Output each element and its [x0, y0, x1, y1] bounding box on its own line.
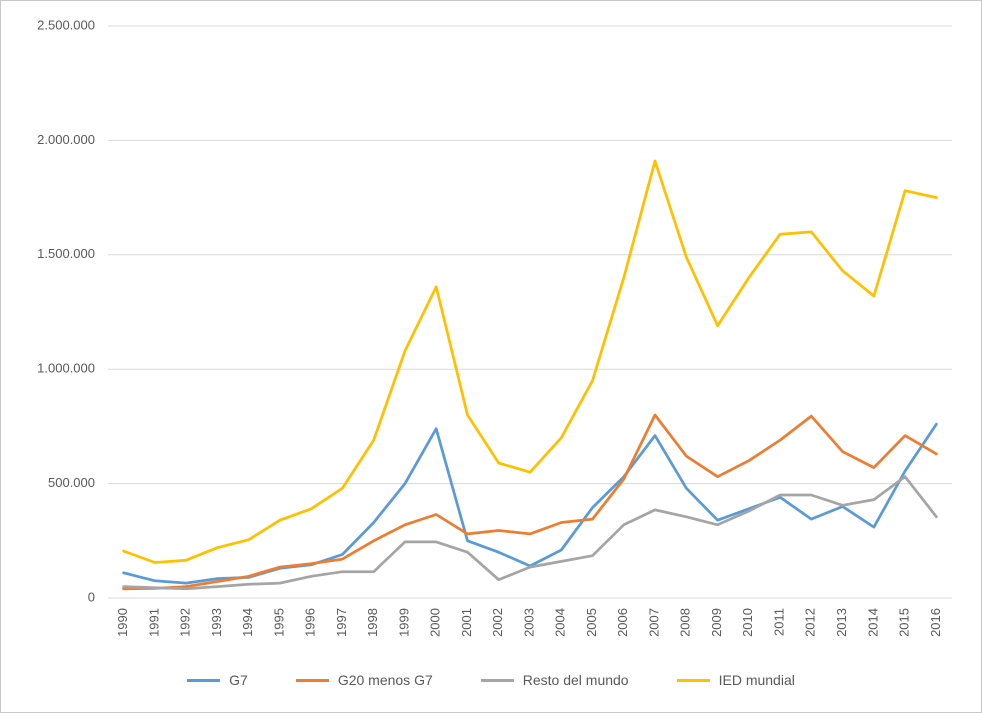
legend-item-g7[interactable]: G7: [187, 673, 248, 687]
x-axis-tick-label: 2014: [865, 608, 880, 637]
y-axis-tick-label: 2.500.000: [37, 17, 95, 32]
x-axis-tick-label: 1994: [240, 608, 255, 637]
x-axis-tick-label: 2004: [553, 608, 568, 637]
x-axis-tick-label: 1999: [396, 608, 411, 637]
series-line-ied-mundial[interactable]: [122, 159, 938, 564]
x-axis-tick-label: 2003: [521, 608, 536, 637]
legend-item-ied-mundial[interactable]: IED mundial: [676, 672, 795, 688]
x-axis-tick-label: 2001: [459, 608, 474, 637]
legend-line-swatch: [676, 678, 710, 682]
x-axis-tick-label: 1998: [365, 608, 380, 637]
legend-label: Resto del mundo: [522, 672, 629, 688]
x-axis-tick-label: 2006: [615, 608, 630, 637]
legend-item-g20-menos-g7[interactable]: G20 menos G7: [295, 672, 433, 688]
x-axis-tick-label: 2002: [490, 608, 505, 637]
y-axis-tick-label: 1.500.000: [37, 246, 95, 261]
series-line-g7[interactable]: [122, 422, 938, 585]
x-axis-tick-label: 1996: [303, 608, 318, 637]
x-axis-tick-label: 2010: [740, 608, 755, 637]
legend: G7 G20 menos G7 Resto del mundo IED mundial: [1, 664, 981, 696]
legend-label: IED mundial: [718, 672, 795, 688]
y-axis-tick-label: 2.000.000: [37, 132, 95, 147]
x-axis-tick-label: 2016: [928, 608, 943, 637]
x-axis-tick-label: 2000: [428, 608, 443, 637]
x-axis-tick-label: 1995: [271, 608, 286, 637]
x-axis-tick-label: 2011: [772, 608, 787, 636]
x-axis-tick-label: 1997: [334, 608, 349, 637]
series-line-g20-menos-g7[interactable]: [122, 413, 938, 591]
x-axis-tick-label: 2005: [584, 608, 599, 637]
x-axis-tick-label: 2012: [803, 608, 818, 637]
y-axis-tick-label: 1.000.000: [37, 361, 95, 376]
x-axis-tick-label: 2009: [709, 608, 724, 637]
series-line-resto-del-mundo[interactable]: [122, 475, 938, 591]
y-axis-tick-label: 500.000: [48, 475, 95, 490]
legend-label: G7: [229, 672, 248, 688]
legend-line-swatch: [480, 678, 514, 682]
x-axis-tick-label: 1991: [146, 608, 161, 637]
x-axis-tick-label: 2013: [834, 608, 849, 637]
x-axis-tick-label: 2008: [678, 608, 693, 637]
x-axis-tick-label: 1990: [115, 608, 130, 637]
x-axis-tick-label: 1993: [209, 608, 224, 637]
y-axis-tick-label: 0: [88, 589, 95, 604]
legend-line-swatch: [295, 678, 329, 682]
x-axis-tick-label: 2015: [897, 608, 912, 637]
legend-label: G20 menos G7: [337, 672, 433, 688]
x-axis-tick-label: 1992: [178, 608, 193, 637]
legend-line-swatch: [187, 678, 221, 682]
legend-item-resto-del-mundo[interactable]: Resto del mundo: [480, 672, 629, 688]
x-axis-tick-label: 2007: [646, 608, 661, 637]
